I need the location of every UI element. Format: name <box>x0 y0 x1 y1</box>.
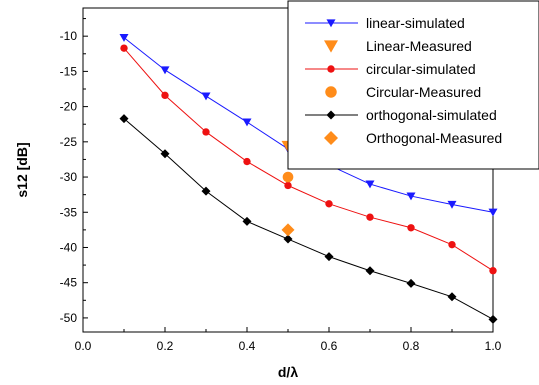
y-tick-label: -35 <box>60 205 78 219</box>
legend: linear-simulated Linear-Measured circular-… <box>305 15 502 146</box>
x-axis: 0.0 0.2 0.4 0.6 0.8 1.0 <box>75 327 502 353</box>
data-point <box>489 267 497 275</box>
x-tick-label: 0.2 <box>157 339 174 353</box>
data-point <box>365 180 375 189</box>
legend-marker <box>326 110 336 120</box>
data-point <box>119 33 129 42</box>
legend-marker <box>324 40 338 53</box>
data-point <box>406 278 416 288</box>
y-tick-label: -30 <box>60 170 78 184</box>
series-Circular-Measured <box>282 171 294 183</box>
y-tick-label: -50 <box>60 311 78 325</box>
legend-item: orthogonal-simulated <box>305 107 497 123</box>
data-point <box>282 171 294 183</box>
data-point <box>243 157 251 166</box>
data-point <box>242 118 252 127</box>
x-tick-label: 1.0 <box>485 339 502 353</box>
legend-item: circular-simulated <box>305 61 476 77</box>
legend-item: Linear-Measured <box>324 38 472 54</box>
data-point <box>325 200 333 208</box>
data-point <box>448 240 456 249</box>
data-point <box>284 181 292 190</box>
data-point <box>160 66 170 75</box>
legend-marker <box>326 19 336 28</box>
legend-item: Circular-Measured <box>325 84 481 100</box>
series-orthogonal-simulated <box>119 114 498 324</box>
y-tick-label: -15 <box>60 64 78 78</box>
legend-marker <box>325 86 337 98</box>
data-point <box>242 216 252 226</box>
series-circular-simulated <box>120 44 497 275</box>
x-tick-label: 0.0 <box>75 339 92 353</box>
legend-item: linear-simulated <box>305 15 465 31</box>
legend-label: Orthogonal-Measured <box>366 130 502 146</box>
y-tick-label: -25 <box>60 135 78 149</box>
legend-item: Orthogonal-Measured <box>324 130 502 146</box>
data-point <box>281 223 295 237</box>
data-point <box>447 292 457 302</box>
data-point <box>365 266 375 276</box>
y-axis-title: s12 [dB] <box>14 142 30 197</box>
data-point <box>161 91 169 100</box>
data-point <box>120 44 128 52</box>
data-point <box>447 200 457 209</box>
x-tick-label: 0.8 <box>403 339 420 353</box>
data-point <box>488 314 498 324</box>
series-layer <box>119 33 498 324</box>
y-tick-label: -45 <box>60 276 78 290</box>
data-point <box>407 224 415 232</box>
legend-label: circular-simulated <box>366 61 476 77</box>
x-axis-title: d/λ <box>278 364 298 380</box>
series-line <box>123 47 494 272</box>
data-point <box>488 208 498 217</box>
legend-label: linear-simulated <box>366 15 465 31</box>
data-point <box>201 186 211 196</box>
data-point <box>406 192 416 201</box>
data-point <box>119 114 129 124</box>
x-tick-label: 0.4 <box>239 339 256 353</box>
data-point <box>366 213 374 221</box>
data-point <box>202 128 210 136</box>
data-point <box>324 252 334 262</box>
series-line <box>123 118 494 320</box>
legend-marker <box>327 65 335 73</box>
legend-label: Circular-Measured <box>366 84 481 100</box>
series-Orthogonal-Measured <box>281 223 295 237</box>
y-tick-label: -20 <box>60 100 78 114</box>
data-point <box>160 149 170 159</box>
y-tick-label: -40 <box>60 240 78 254</box>
y-tick-label: -10 <box>60 29 78 43</box>
y-axis: -10 -15 -20 -25 -30 -35 -40 -45 -50 <box>60 18 88 325</box>
legend-label: Linear-Measured <box>366 38 472 54</box>
data-point <box>201 92 211 101</box>
data-point <box>283 234 293 244</box>
legend-label: orthogonal-simulated <box>366 107 497 123</box>
x-tick-label: 0.6 <box>321 339 338 353</box>
legend-marker <box>324 131 338 145</box>
